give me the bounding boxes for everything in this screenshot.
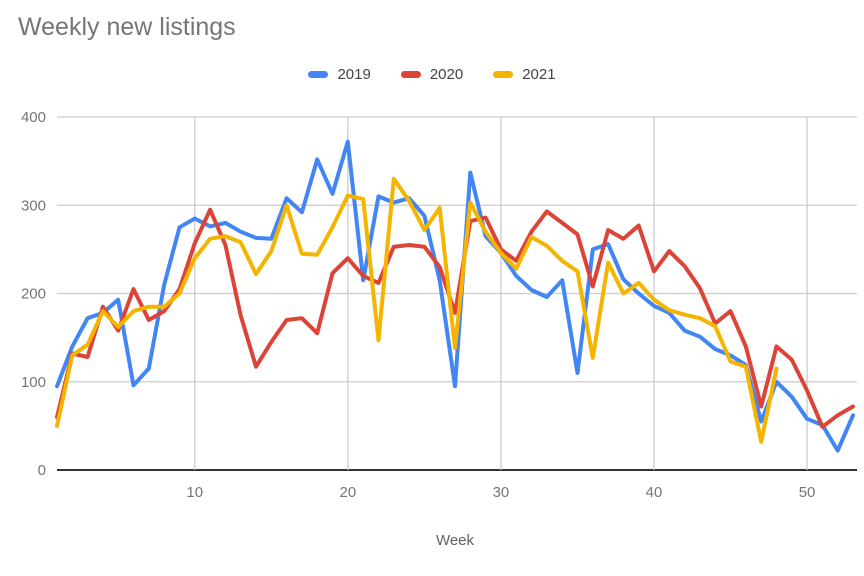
legend-item-2019[interactable]: 2019 bbox=[308, 66, 371, 83]
legend-label: 2021 bbox=[522, 66, 556, 83]
legend-label: 2019 bbox=[337, 66, 371, 83]
chart-title: Weekly new listings bbox=[18, 13, 236, 41]
y-tick-label-100: 100 bbox=[21, 374, 46, 391]
legend-swatch-2020 bbox=[400, 71, 421, 78]
y-tick-label-200: 200 bbox=[21, 286, 46, 303]
x-tick-label-30: 30 bbox=[493, 484, 510, 501]
series-line-2020[interactable] bbox=[55, 207, 855, 429]
legend-item-2020[interactable]: 2020 bbox=[400, 66, 464, 83]
series-line-2021[interactable] bbox=[55, 176, 779, 444]
y-tick-label-0: 0 bbox=[38, 462, 46, 479]
y-tick-label-400: 400 bbox=[21, 109, 46, 126]
x-tick-label-20: 20 bbox=[340, 484, 357, 501]
x-axis-title: Week bbox=[436, 532, 475, 549]
legend-swatch-2021 bbox=[493, 71, 514, 78]
y-tick-label-300: 300 bbox=[21, 197, 46, 214]
legend-label: 2020 bbox=[429, 66, 464, 83]
legend: 2019 2020 2021 bbox=[0, 66, 864, 83]
x-tick-label-10: 10 bbox=[186, 484, 203, 501]
x-tick-label-50: 50 bbox=[799, 484, 816, 501]
legend-item-2021[interactable]: 2021 bbox=[493, 66, 556, 83]
legend-swatch-2019 bbox=[308, 71, 329, 78]
x-tick-label-40: 40 bbox=[646, 484, 663, 501]
series-line-2019[interactable] bbox=[55, 139, 855, 453]
